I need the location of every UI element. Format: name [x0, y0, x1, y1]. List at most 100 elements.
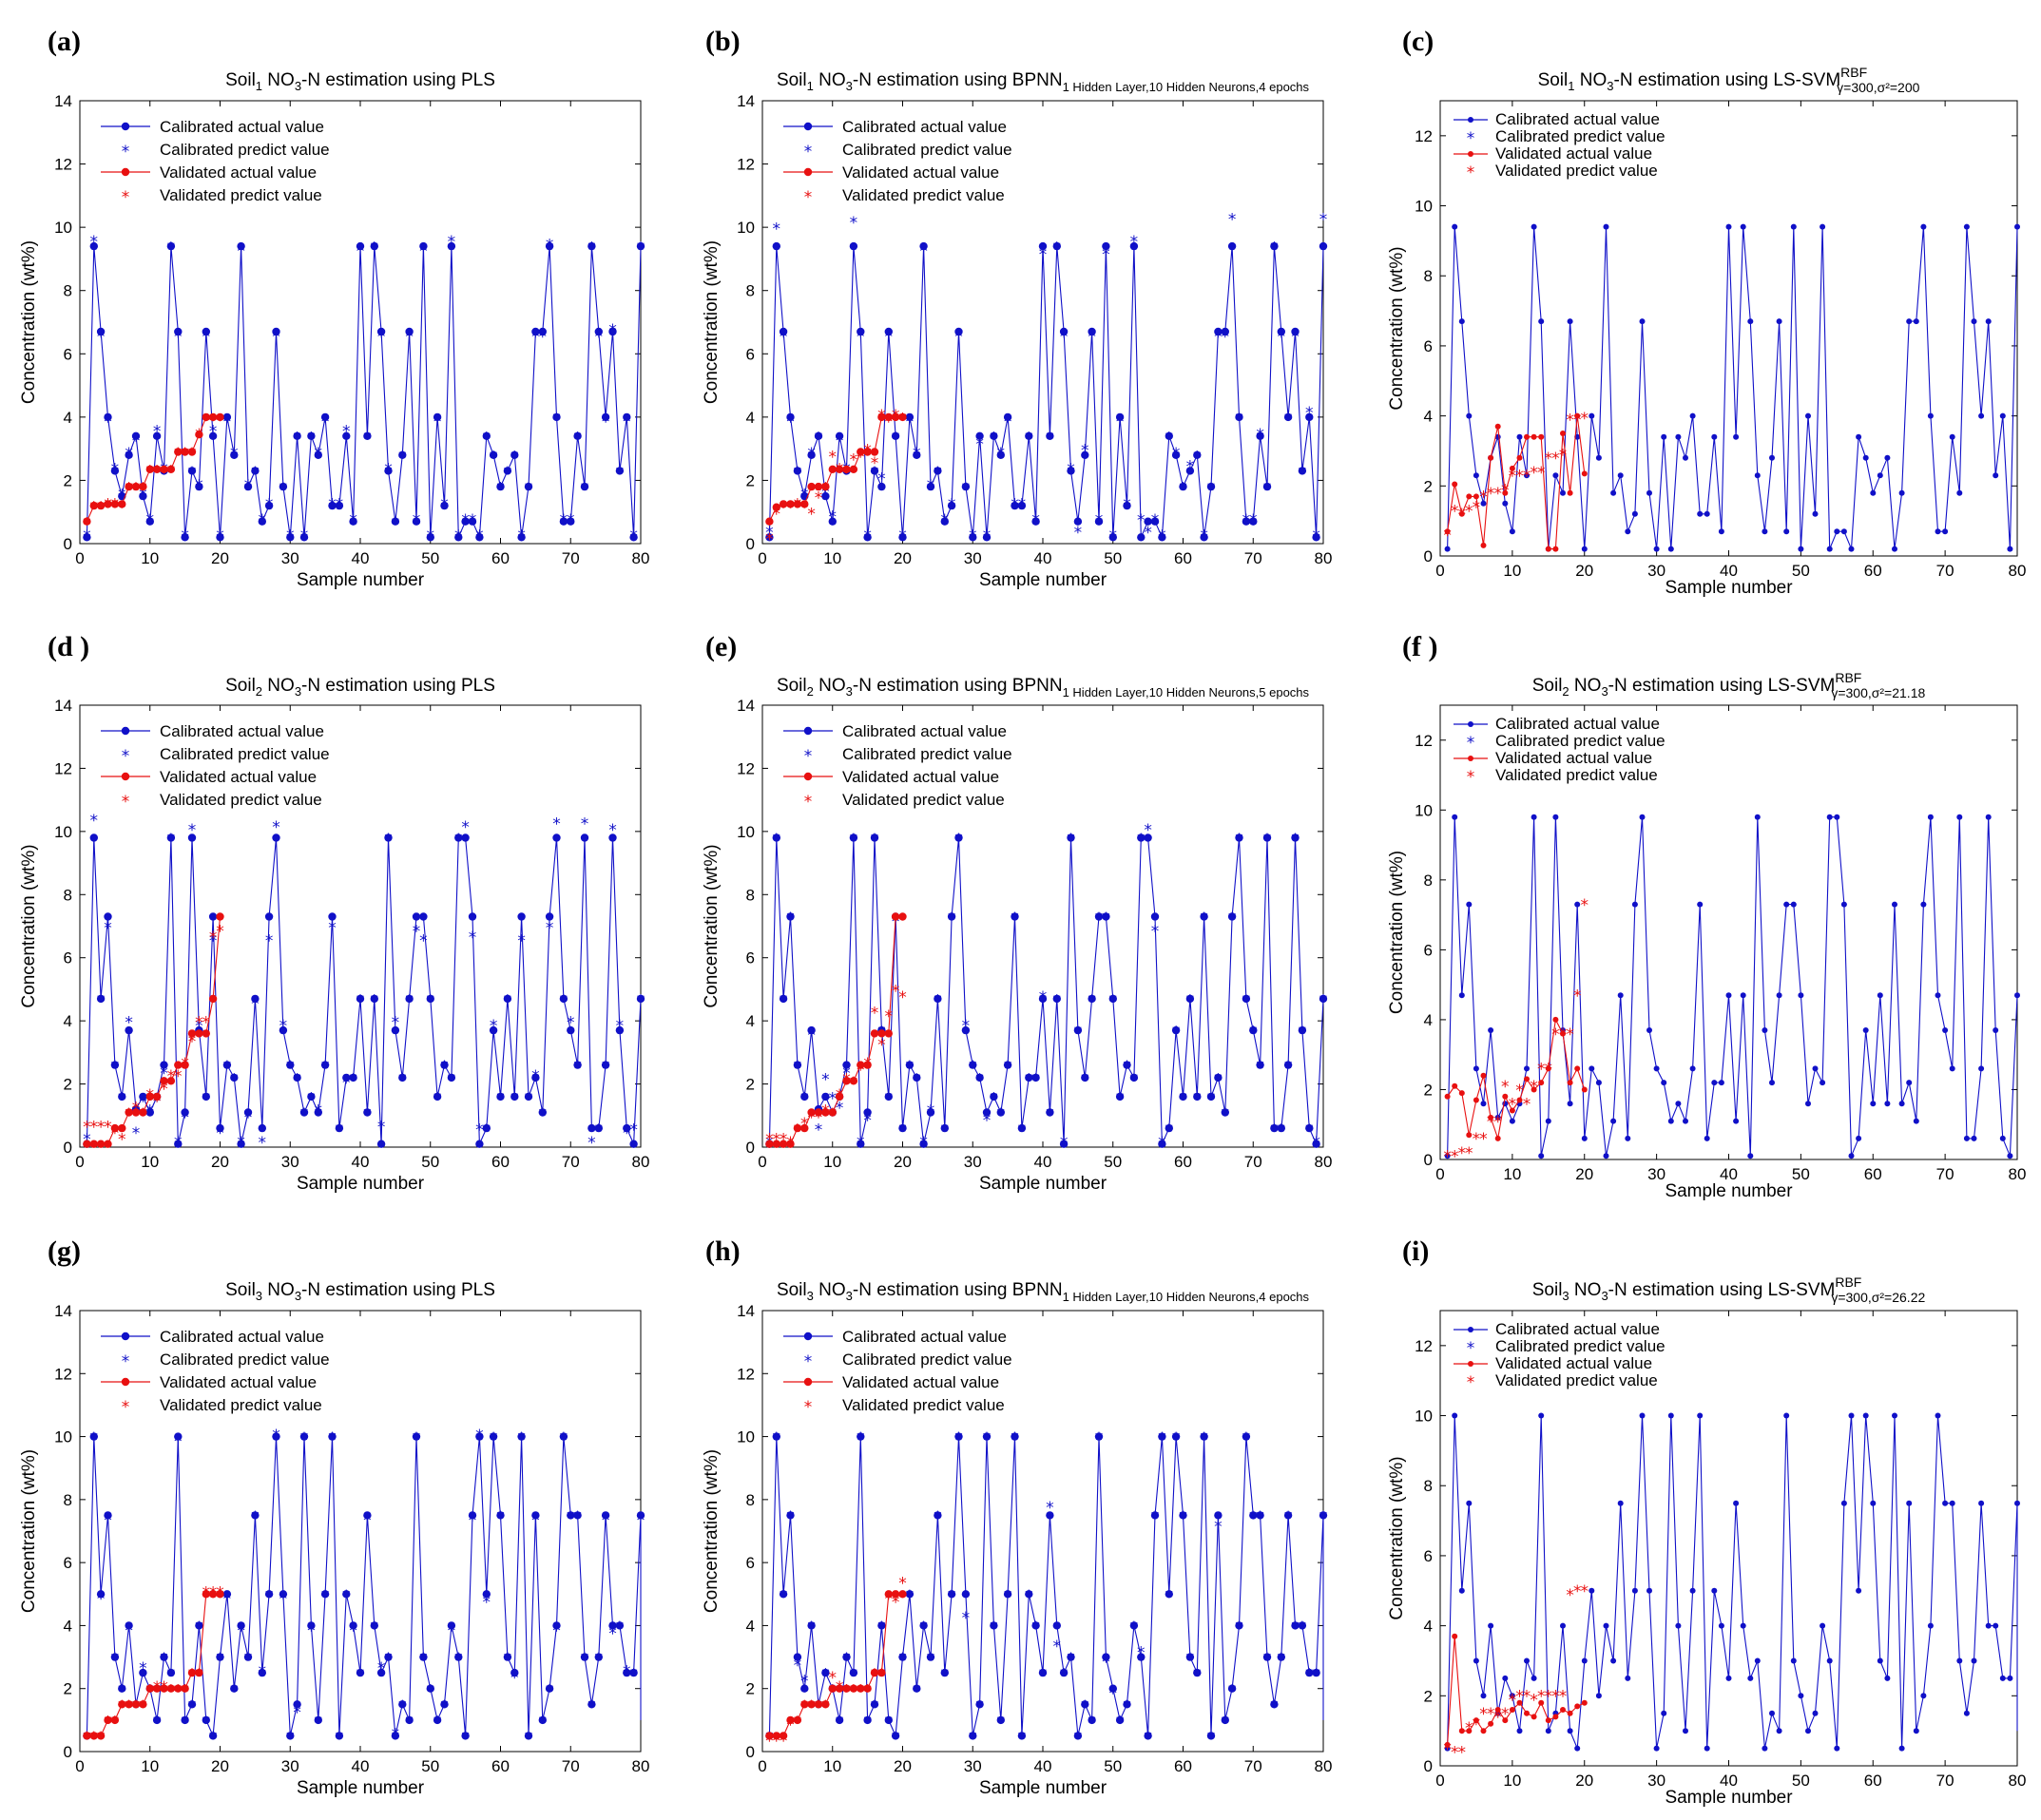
validated-predict-point: *: [1545, 1061, 1553, 1080]
calibrated-actual-point: [1567, 1728, 1573, 1734]
calibrated-actual-point: [1927, 1622, 1934, 1629]
legend-label-calibrated-predict: Calibrated predict value: [842, 141, 1012, 159]
x-tick-label: 10: [823, 1757, 841, 1775]
calibrated-actual-point: [1452, 814, 1458, 820]
calibrated-actual-point: [1740, 1622, 1746, 1629]
calibrated-actual-point: [1123, 1700, 1131, 1709]
calibrated-actual-point: [1898, 1745, 1905, 1752]
calibrated-actual-point: [1221, 327, 1230, 336]
validated-predict-point: *: [1566, 1586, 1574, 1605]
validated-predict-point: *: [90, 499, 99, 518]
calibrated-actual-point: [1200, 912, 1208, 921]
calibrated-predict-point: *: [948, 495, 956, 514]
calibrated-actual-point: [1653, 546, 1660, 552]
calibrated-actual-point: [1235, 833, 1243, 842]
calibrated-actual-point: [314, 450, 322, 459]
y-tick-label: 10: [54, 823, 72, 841]
legend-label-calibrated-predict: Calibrated predict value: [1495, 1337, 1666, 1355]
calibrated-actual-point: [237, 1140, 245, 1148]
calibrated-actual-point: [1848, 546, 1855, 552]
calibrated-actual-point: [1073, 517, 1083, 526]
validated-predict-point: *: [1487, 485, 1495, 504]
calibrated-actual-point: [905, 1061, 915, 1069]
calibrated-actual-point: [1179, 1511, 1187, 1520]
validated-actual-point: [174, 1061, 183, 1069]
calibrated-actual-point: [1704, 510, 1710, 517]
calibrated-actual-point: [1667, 1118, 1674, 1124]
calibrated-actual-point: [166, 1668, 176, 1677]
calibrated-predict-point: *: [1031, 1071, 1040, 1090]
validated-predict-point: *: [1537, 1061, 1546, 1080]
calibrated-actual-point: [1790, 901, 1797, 908]
calibrated-actual-point: [905, 412, 915, 422]
validated-actual-point: [125, 1108, 133, 1117]
calibrated-actual-point: [1567, 1101, 1573, 1107]
calibrated-predict-point: *: [997, 1713, 1006, 1732]
calibrated-predict-point: *: [997, 445, 1006, 464]
x-tick-label: 80: [1315, 1153, 1333, 1171]
calibrated-actual-point: [1473, 1065, 1479, 1072]
calibrated-actual-point: [489, 450, 498, 459]
validated-predict-point: *: [885, 1007, 894, 1026]
calibrated-actual-point: [1227, 912, 1237, 921]
calibrated-predict-point: *: [167, 831, 176, 850]
calibrated-actual-point: [314, 1715, 322, 1725]
validated-actual-point: [1552, 546, 1559, 552]
calibrated-actual-point: [623, 1668, 631, 1677]
calibrated-actual-point: [454, 1653, 463, 1661]
calibrated-actual-point: [1319, 994, 1328, 1004]
calibrated-predict-point: *: [885, 1089, 894, 1108]
calibrated-predict-point: *: [552, 815, 561, 834]
calibrated-actual-point: [1206, 1732, 1216, 1740]
legend-label-calibrated-actual: Calibrated actual value: [842, 1328, 1007, 1346]
panel-d: (d )Soil2 NO3-N estimation using PLS0246…: [19, 631, 649, 1194]
calibrated-actual-point: [807, 450, 816, 459]
calibrated-predict-point: *: [773, 1429, 781, 1448]
title-sub-3: 3: [846, 684, 853, 699]
calibrated-actual-point: [482, 1123, 491, 1133]
calibrated-predict-point: *: [469, 1511, 477, 1530]
calibrated-actual-point: [1927, 814, 1934, 820]
calibrated-actual-point: [877, 482, 886, 491]
calibrated-actual-point: [440, 501, 449, 510]
calibrated-predict-point: *: [1095, 1429, 1104, 1448]
validated-predict-point: *: [160, 464, 168, 483]
calibrated-actual-point: [1993, 1622, 1999, 1629]
calibrated-actual-point: [503, 1653, 512, 1661]
calibrated-predict-point: *: [461, 511, 470, 530]
calibrated-actual-point: [870, 467, 879, 475]
validated-actual-point: [1458, 1090, 1465, 1097]
validated-actual-point: [1581, 1699, 1588, 1706]
calibrated-actual-point: [849, 1668, 858, 1677]
calibrated-actual-point: [286, 1061, 295, 1069]
calibrated-actual-point: [982, 1432, 992, 1441]
calibrated-actual-point: [919, 241, 928, 251]
validated-actual-point: [1444, 1741, 1451, 1748]
calibrated-predict-point: *: [1172, 1024, 1181, 1043]
validated-predict-point: *: [216, 412, 224, 431]
calibrated-actual-point: [307, 1621, 316, 1630]
calibrated-actual-point: [1129, 1621, 1139, 1630]
calibrated-predict-point: *: [1144, 524, 1152, 543]
title-no: NO: [1574, 70, 1607, 90]
validated-predict-point: *: [1551, 1688, 1560, 1707]
calibrated-predict-point: *: [983, 527, 992, 546]
calibrated-predict-point: *: [356, 992, 365, 1011]
calibrated-actual-point: [1892, 901, 1897, 908]
calibrated-actual-point: [1820, 1080, 1826, 1086]
calibrated-actual-point: [1892, 546, 1897, 552]
calibrated-actual-point: [1524, 472, 1530, 479]
validated-predict-point: *: [160, 1081, 168, 1100]
calibrated-actual-point: [1088, 994, 1096, 1004]
validated-actual-point: [786, 500, 795, 508]
validated-predict-point: *: [1515, 468, 1524, 487]
calibrated-actual-point: [1999, 1135, 2006, 1141]
calibrated-actual-point: [264, 1590, 274, 1599]
validated-actual-point: [202, 1029, 210, 1038]
calibrated-predict-point: *: [125, 1014, 133, 1033]
calibrated-predict-point: *: [1249, 1508, 1258, 1527]
calibrated-predict-point: *: [794, 464, 802, 483]
calibrated-predict-point: *: [525, 1729, 533, 1748]
title-soil-index: 2: [1562, 684, 1569, 699]
calibrated-predict-point: *: [1130, 233, 1139, 252]
